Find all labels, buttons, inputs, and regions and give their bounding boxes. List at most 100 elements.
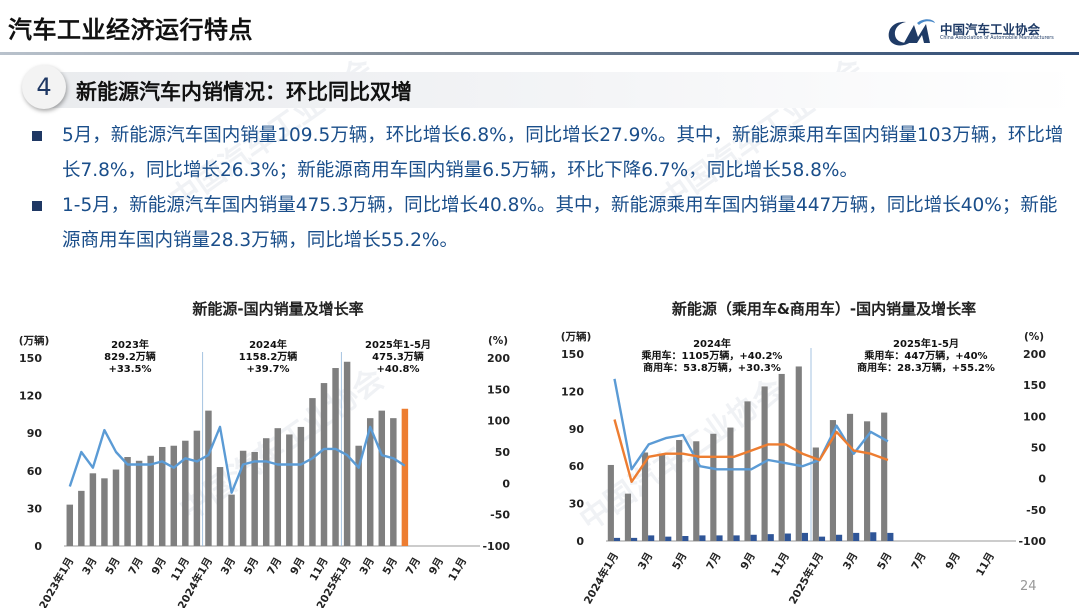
bar [795,366,802,541]
bar [274,428,282,546]
chart-passenger-commercial-sales: 新能源（乘用车&商用车）-国内销量及增长率 (万辆) (%) 0 30 60 90 120 15… [561,300,1047,606]
bar [659,453,666,541]
chart-annotation: +33.5% [108,364,151,375]
y-left-tick-label: 0 [34,540,42,553]
x-tick-label: 2023年1月 [36,555,76,608]
page-number: 24 [1020,579,1037,594]
y-left-tick-label: 120 [561,385,584,398]
growth-line [68,425,406,494]
chart-annotation: 2025年1-5月 [365,338,431,351]
bullet-square-icon [32,131,42,141]
chart-annotation: 乘用车：447万辆，+40% [863,349,987,362]
bar [676,440,683,541]
bar [320,383,328,546]
y-right-unit: (%) [1024,331,1044,343]
bar [607,464,614,541]
chart-annotation: +39.7% [246,364,289,375]
chart-title: 新能源-国内销量及增长率 [192,300,363,318]
header-divider [0,52,1079,55]
logo-name-en: China Association of Automobile Manufact… [940,36,1054,41]
y-right-tick-label: -50 [490,509,510,522]
x-tick-label: 9月 [288,556,307,577]
bar [147,455,154,546]
bullet-text: 5月，新能源汽车国内销量109.5万辆，环比增长6.8%，同比增长27.9%。其… [62,125,1064,181]
section-band [38,72,1079,108]
x-tick-label: 9月 [739,551,758,572]
x-tick-label: 2025年1月 [786,550,826,606]
x-tick-label: 11月 [169,556,192,584]
chart-annotation: 829.2万辆 [104,350,156,363]
bar-secondary [613,537,621,541]
bar [881,412,888,541]
x-tick-label: 9月 [150,556,169,577]
chart-annotation: +40.8% [376,364,419,375]
bar [78,490,85,546]
x-tick-label: 3月 [219,556,238,577]
y-right-tick-label: 150 [1023,379,1046,392]
y-left-tick-label: 60 [569,460,585,473]
bar [89,473,97,546]
y-right-tick-label: 100 [1023,410,1046,423]
bar-secondary [733,535,740,541]
x-tick-label: 2024年1月 [581,550,621,606]
bar-secondary [784,533,791,541]
bar [193,430,201,546]
bar [401,408,409,546]
x-tick-label: 3月 [358,556,377,577]
bar [239,450,247,546]
caam-logo-mark [888,19,935,46]
bar [864,421,871,541]
x-tick-label: 5月 [242,556,261,577]
chart-annotation: 2025年1-5月 [893,337,959,350]
chart-domestic-nev-sales: 新能源-国内销量及增长率 (万辆) (%) 0 30 60 90 120 150 -100 -50 0… [19,300,511,608]
bar [812,447,819,541]
bar [390,418,397,546]
bar [355,445,362,546]
x-tick-label: 9月 [427,556,446,577]
bullet-square-icon [32,201,42,211]
bullet-text: 1-5月，新能源汽车国内销量475.3万辆，同比增长40.8%。其中，新能源乘用… [62,195,1058,251]
y-right-tick-label: 200 [1023,348,1046,361]
section-header: 4 新能源汽车内销情况：环比同比双增 [18,64,1079,116]
bar-secondary [870,532,877,541]
bar [378,410,386,546]
bar-secondary [699,535,706,541]
bar [309,398,316,546]
x-tick-label: 7月 [265,556,284,577]
bar [170,445,178,546]
x-tick-label: 7月 [909,551,928,572]
y-right-tick-label: -100 [1018,535,1046,548]
y-left-tick-label: 0 [576,535,584,548]
bar [251,452,258,546]
x-tick-label: 11月 [769,551,792,579]
x-tick-label: 7月 [126,556,145,577]
bar [66,504,74,546]
bar [778,373,785,541]
bar [761,386,768,541]
section-number: 4 [22,65,66,109]
y-right-tick-label: 0 [502,477,510,490]
y-right-tick-label: -50 [1026,504,1046,517]
bar-secondary [887,532,894,541]
y-left-tick-label: 60 [27,465,43,478]
bar [216,467,224,546]
y-left-tick-label: 30 [569,498,585,511]
bar [829,420,837,541]
bar-secondary [665,536,672,541]
bar [693,441,700,541]
x-tick-label: 11月 [446,556,469,584]
x-tick-label: 3月 [841,551,860,572]
bar-secondary [818,536,826,541]
y-right-tick-label: 150 [487,383,510,396]
y-left-unit: (万辆) [19,334,50,347]
y-right-tick-label: 50 [495,446,511,459]
bullet-list: 5月，新能源汽车国内销量109.5万辆，环比增长6.8%，同比增长27.9%。其… [30,118,1070,258]
x-tick-label: 5月 [670,551,689,572]
chart-annotation: 2023年 [111,338,149,351]
bar-secondary [648,535,655,541]
y-left-tick-label: 150 [561,348,584,361]
bar [182,440,189,546]
y-left-tick-label: 90 [569,423,585,436]
x-tick-label: 11月 [308,556,331,584]
bar [366,418,374,546]
